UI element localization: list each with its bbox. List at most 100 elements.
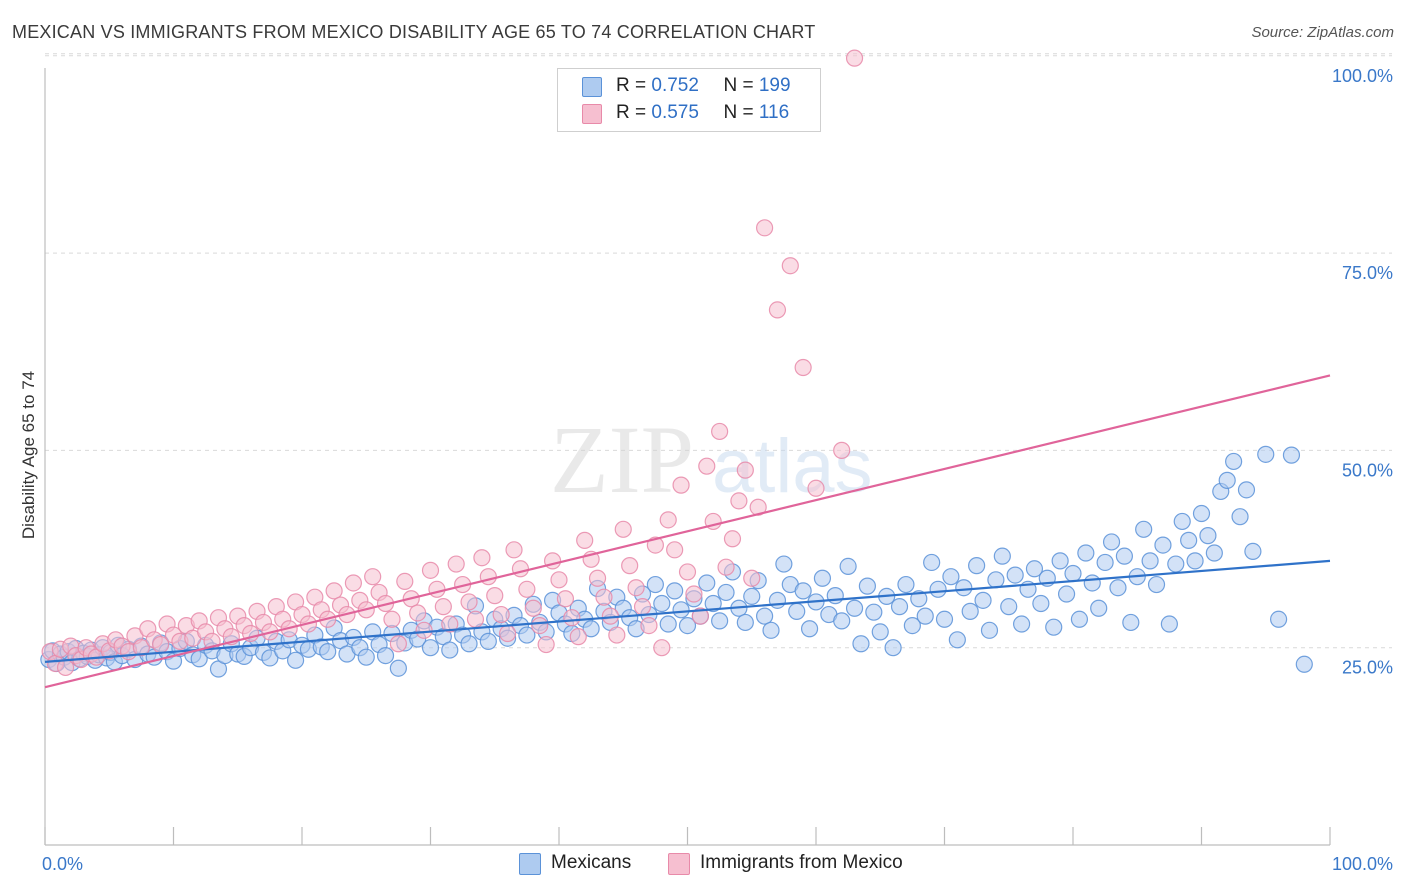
y-tick-label: 100.0% [1332, 66, 1393, 86]
mexicans-point [1192, 504, 1211, 523]
immigrants-point [518, 580, 536, 598]
mexicans-point [800, 620, 819, 638]
mexicans-point [839, 557, 857, 576]
legend-stats-mexicans: R = 0.752 N = 199 [616, 75, 791, 96]
axes [44, 68, 1331, 846]
immigrants-point [409, 604, 427, 622]
mexicans-point [1135, 520, 1153, 538]
immigrants-point [383, 610, 401, 628]
trendline-immigrants [44, 374, 1331, 689]
mexicans-point [974, 591, 992, 609]
mexicans-point [1122, 613, 1140, 632]
mexicans-point [678, 616, 697, 635]
immigrants-point [807, 479, 825, 497]
mexicans-point [762, 621, 780, 639]
immigrants-point [672, 476, 690, 494]
immigrants-point [132, 639, 150, 657]
mexicans-point [923, 553, 941, 572]
immigrants-point [389, 635, 407, 653]
immigrants-point [415, 621, 433, 639]
immigrants-point [614, 520, 632, 538]
mexicans-point [955, 579, 973, 597]
mexicans-point [1083, 574, 1101, 592]
mexicans-point [1257, 445, 1275, 463]
mexicans-point [1102, 533, 1121, 551]
mexicans-point [1295, 655, 1313, 673]
mexicans-point [1225, 452, 1243, 471]
mexicans-point [1269, 610, 1288, 628]
mexicans-point [1064, 564, 1082, 583]
immigrants-point [364, 568, 382, 586]
immigrants-point [659, 511, 677, 529]
immigrants-point [479, 568, 497, 586]
mexicans-point [1231, 508, 1249, 526]
mexicans-point [1115, 547, 1134, 565]
y-tick-label: 75.0% [1342, 263, 1393, 283]
source-credit: Source: ZipAtlas.com [1251, 24, 1394, 41]
mexicans-point [666, 582, 684, 600]
mexicans-point [910, 590, 928, 608]
immigrants-point [556, 590, 575, 608]
mexicans-point [704, 594, 722, 613]
mexicans-point [948, 631, 966, 649]
y-axis-label: Disability Age 65 to 74 [19, 371, 38, 539]
mexicans-point [813, 569, 832, 587]
bottom-legend-swatch-mexicans [519, 853, 541, 875]
immigrants-point [743, 569, 761, 587]
mexicans-point [653, 594, 671, 613]
immigrants-point [563, 609, 581, 627]
chart-title: MEXICAN VS IMMIGRANTS FROM MEXICO DISABI… [12, 22, 816, 42]
mexicans-point [319, 643, 337, 661]
mexicans-point [1205, 544, 1223, 562]
immigrants-point [511, 560, 530, 578]
immigrants-point [588, 569, 607, 587]
immigrants-point [434, 598, 452, 616]
mexicans-point [1237, 481, 1256, 499]
immigrants-point [633, 598, 652, 616]
mexicans-point [871, 623, 889, 641]
immigrants-point [460, 593, 478, 611]
immigrants-point [505, 541, 523, 559]
mexicans-point [1282, 446, 1301, 464]
immigrants-point [473, 549, 491, 567]
mexicans-point [935, 610, 954, 628]
mexicans-point [672, 601, 690, 619]
mexicans-point [884, 639, 902, 657]
mexicans-point [1051, 552, 1069, 570]
mexicans-point [858, 577, 877, 595]
mexicans-point [711, 612, 729, 630]
legend-swatch-mexicans [582, 77, 602, 97]
bottom-legend-swatch-immigrants [668, 853, 690, 875]
immigrants-point [755, 219, 774, 237]
immigrants-point [344, 574, 362, 592]
bottom-legend-label-immigrants: Immigrants from Mexico [700, 852, 903, 873]
immigrants-point [833, 441, 851, 459]
mexicans-point [1186, 552, 1204, 570]
immigrants-point [595, 588, 613, 606]
mexicans-point [993, 547, 1011, 565]
mexicans-point [968, 557, 986, 575]
immigrants-point [492, 605, 510, 624]
immigrants-point [608, 626, 626, 644]
immigrants-point [781, 257, 799, 275]
bottom-legend-label-mexicans: Mexicans [551, 852, 632, 873]
mexicans-point [794, 582, 812, 600]
immigrants-point [711, 422, 729, 441]
immigrants-point [447, 555, 465, 573]
mexicans-point [441, 641, 459, 659]
mexicans-point [987, 571, 1005, 589]
legend-swatch-immigrants [582, 104, 602, 124]
immigrants-point [678, 563, 697, 581]
immigrants-point [768, 301, 787, 319]
mexicans-point [755, 607, 774, 625]
mexicans-point [1032, 594, 1050, 613]
series-immigrants [41, 49, 864, 677]
immigrants-point [691, 607, 709, 625]
immigrants-point [531, 616, 549, 635]
immigrants-point [717, 558, 735, 576]
mexicans-point [1109, 579, 1127, 597]
immigrants-point [666, 541, 684, 559]
mexicans-point [845, 599, 864, 617]
immigrants-point [569, 628, 587, 646]
